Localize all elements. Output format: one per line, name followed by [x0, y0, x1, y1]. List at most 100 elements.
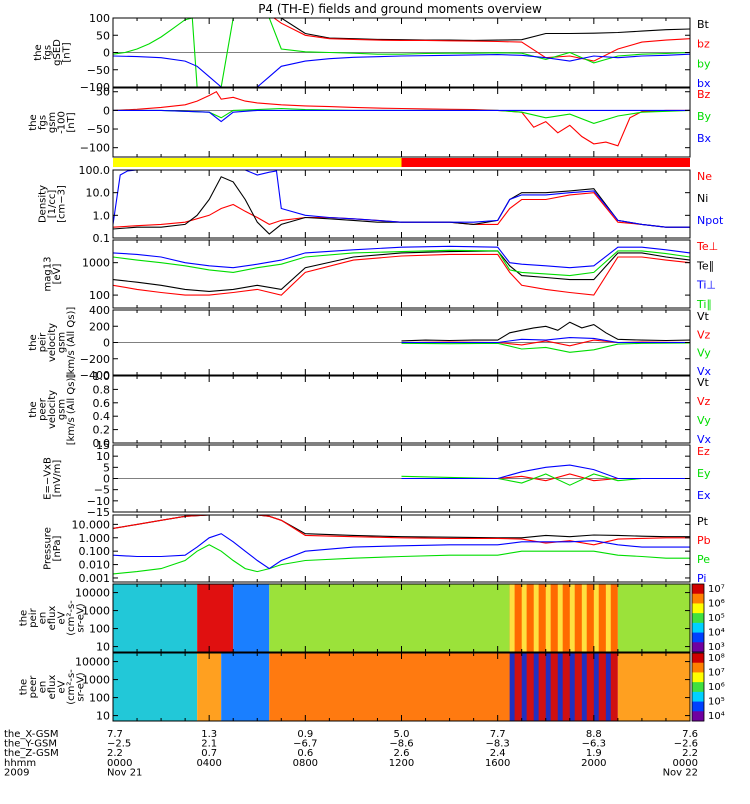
- legend-Vy: Vy: [697, 414, 711, 427]
- colorbar-band: [692, 622, 704, 634]
- spec-segment: [197, 584, 234, 652]
- ylabel-line: (cm²-s-: [66, 669, 77, 705]
- ytick-label: 1.0: [93, 370, 111, 383]
- ylabel-line: [eV]: [52, 264, 63, 285]
- ylabel-line: the: [19, 610, 30, 626]
- spec-stripe: [557, 584, 563, 652]
- figure-title: P4 (TH-E) fields and ground moments over…: [258, 2, 542, 16]
- series-fgs_gse-by: [112, 17, 691, 88]
- spec-segment: [233, 584, 270, 652]
- ylabel-line: fgs: [42, 45, 53, 60]
- ytick-label: 0.4: [93, 410, 111, 423]
- panel-frame: [112, 87, 691, 158]
- ylabel-line: [nPa]: [52, 535, 63, 561]
- legend-Npot: Npot: [697, 214, 724, 227]
- panel-ion_spec: 10⁷ 10⁶ 10⁵ 10⁴ 10³ 10000 1000 100 10 thepeirenef…: [19, 583, 725, 654]
- ylabel-line: [nT]: [61, 42, 72, 62]
- series-pressure-Pb: [112, 514, 690, 546]
- spec-segment: [197, 653, 222, 721]
- ytick-label: 0.0: [93, 437, 111, 450]
- ephem-row-label: the_Y-GSM: [4, 739, 57, 750]
- ephem-value: 0000: [107, 758, 132, 769]
- ytick-label: 15: [96, 439, 110, 452]
- colorbar-band: [692, 653, 704, 664]
- legend-Vt: Vt: [697, 310, 710, 323]
- colorbar-label: 10⁷: [708, 668, 725, 679]
- legend-Ni: Ni: [697, 192, 708, 205]
- ytick-label: 100: [89, 623, 110, 636]
- spec-segment: [509, 584, 618, 652]
- legend-Ti⊥: Ti⊥: [696, 279, 716, 292]
- ytick-label: 200: [89, 320, 110, 333]
- colorbar-band: [692, 603, 704, 614]
- spec-stripe: [521, 653, 527, 721]
- legend-Vz: Vz: [697, 395, 711, 408]
- ytick-label: 0.2: [93, 424, 111, 437]
- panel-density: 100.0 10.0 1.0 0.1 Density[1/cc][cm−3] Ne Ni Np…: [38, 164, 724, 245]
- ephem-value: −8.6: [389, 739, 413, 750]
- ylabel-line: the: [28, 334, 39, 350]
- ylabel-line: [mV/m]: [52, 460, 63, 498]
- legend-bz: bz: [697, 38, 710, 51]
- ytick-label: 1.000: [79, 532, 111, 545]
- ephem-value: 0.6: [297, 748, 313, 759]
- ylabel-line: gSED: [52, 39, 63, 66]
- ytick-label: −50: [87, 123, 110, 136]
- ylabel-line: mag13: [42, 257, 53, 292]
- ytick-label: −200: [80, 353, 110, 366]
- legend-bx: bx: [697, 77, 711, 90]
- ylabel-line: eflux: [47, 606, 58, 631]
- colorbar-label: 10⁷: [708, 584, 725, 595]
- series-pressure-Pe: [112, 544, 690, 575]
- ephem-value: 0.9: [297, 729, 313, 740]
- ytick-label: −5: [94, 484, 110, 497]
- spec-stripe: [533, 584, 539, 652]
- spec-stripe: [593, 584, 599, 652]
- ephem-value: 1.9: [586, 748, 602, 759]
- series-temperature-Te∥: [112, 250, 691, 292]
- ylabel-line: fgs: [38, 115, 49, 130]
- ephem-row-label: 2009: [4, 767, 29, 778]
- legend-Pi: Pi: [697, 572, 706, 585]
- colorbar-band: [692, 711, 704, 722]
- spec-stripe: [545, 653, 551, 721]
- ytick-label: 1000: [82, 674, 110, 687]
- ephem-value: 0400: [196, 758, 221, 769]
- legend-Bx: Bx: [697, 132, 712, 145]
- spec-stripe: [605, 584, 611, 652]
- ylabel-line: [nT]: [66, 112, 77, 132]
- ytick-label: 10000: [75, 587, 110, 600]
- ephem-value: 1600: [485, 758, 510, 769]
- legend-Ne: Ne: [697, 170, 712, 183]
- panel-frame: [112, 239, 691, 309]
- colorbar-label: 10⁴: [708, 628, 725, 639]
- spec-stripe: [569, 584, 575, 652]
- ephem-row-label: the_Z-GSM: [4, 748, 59, 759]
- series-temperature-Ti⊥: [112, 245, 691, 269]
- colorbar-band: [692, 691, 704, 703]
- ylabel-line: Density: [38, 185, 49, 223]
- ytick-label: 10.000: [72, 518, 111, 531]
- ylabel-line: gsm: [57, 332, 68, 353]
- ephem-value: 0800: [293, 758, 318, 769]
- ytick-label: 50: [96, 29, 110, 42]
- ephem-value: 5.0: [394, 729, 410, 740]
- ytick-label: 10.0: [86, 187, 111, 200]
- ylabel-line: the: [28, 114, 39, 130]
- ytick-label: 100: [89, 692, 110, 705]
- ytick-label: 0.001: [79, 572, 111, 585]
- ephem-value: 1200: [389, 758, 414, 769]
- ylabel-line: gsm: [57, 399, 68, 420]
- ytick-label: −400: [80, 369, 110, 382]
- legend-Bz: Bz: [697, 88, 711, 101]
- ylabel-line: gsm: [47, 112, 58, 133]
- panel-frame: [112, 375, 691, 444]
- spec-stripe: [557, 653, 563, 721]
- ylabel-line: peer: [28, 675, 39, 699]
- colorbar-label: 10⁵: [708, 613, 725, 624]
- ytick-label: 100: [89, 289, 110, 302]
